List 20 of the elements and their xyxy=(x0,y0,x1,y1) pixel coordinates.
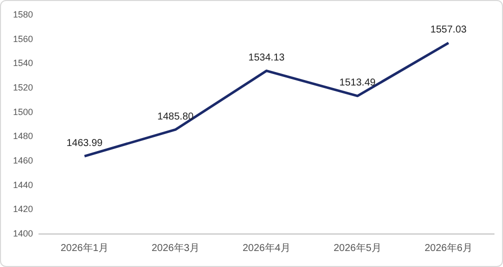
y-tick-label: 1420 xyxy=(12,204,34,214)
y-tick-label: 1460 xyxy=(12,155,34,166)
x-tick-label: 2026年5月 xyxy=(334,242,382,254)
y-tick-label: 1480 xyxy=(12,131,34,142)
y-tick-label: 1580 xyxy=(12,9,34,20)
data-label: 1534.13 xyxy=(248,52,286,64)
x-tick-label: 2026年6月 xyxy=(424,242,472,254)
data-label: 1557.03 xyxy=(430,24,468,36)
x-tick-label: 2026年3月 xyxy=(152,242,200,254)
y-tick-label: 1500 xyxy=(12,106,34,117)
data-label: 1463.99 xyxy=(66,138,104,149)
data-label: 1485.80 xyxy=(157,111,194,122)
y-tick-label: 1560 xyxy=(12,34,34,44)
data-label: 1513.49 xyxy=(339,78,376,89)
y-tick-label: 1540 xyxy=(12,58,34,68)
y-tick-label: 1440 xyxy=(12,180,34,190)
y-tick-label: 1400 xyxy=(12,228,34,238)
x-tick-label: 2026年4月 xyxy=(242,242,290,254)
y-tick-label: 1520 xyxy=(12,82,34,92)
x-tick-label: 2026年1月 xyxy=(60,242,108,254)
